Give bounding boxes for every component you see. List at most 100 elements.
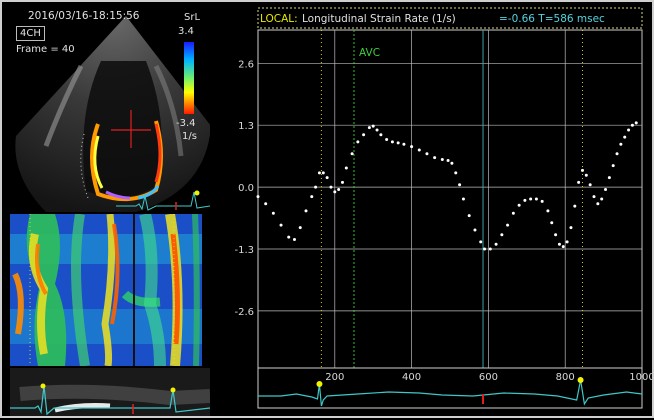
curve-point [417,148,421,152]
curve-point [333,190,337,194]
curve-point [340,180,344,184]
curve-point [600,197,604,201]
curve-point [362,133,366,137]
curve-point [314,185,318,189]
curved-mmode-map [10,212,202,367]
x-tick-label: 200 [325,372,344,383]
left-panel: 2016/03/16-18:15:56 4CH Frame = 40 SrL 3… [6,6,211,416]
y-tick-label: 1.3 [238,121,254,132]
strain-rate-curve [256,121,638,251]
curve-point [396,141,400,145]
echo-image [15,16,210,212]
curve-point [402,142,406,146]
curve-point [371,124,375,128]
curve-point [623,135,627,139]
curve-point [561,245,565,249]
curve-point [375,128,379,132]
bottom-ecg-trace [258,379,643,407]
curve-point [557,242,561,246]
tracking-contour [80,120,163,202]
curved-mmode-panel[interactable] [10,212,202,367]
curve-point [506,223,510,227]
x-axis-ticks: 200 400 600 800 1000 [325,372,652,383]
curve-point [325,176,329,180]
curve-point [310,195,314,199]
left-ecg-strip [10,368,211,416]
ecg-r-marker-2 [577,377,584,383]
curve-point [588,183,592,187]
local-label: LOCAL: [260,13,298,25]
curve-point [425,152,429,156]
curve-point [619,142,623,146]
curve-point [279,223,283,227]
curve-point [615,152,619,156]
curve-point [577,180,581,184]
curve-point [488,247,492,251]
curve-point [607,176,611,180]
roi-crosshair[interactable] [111,110,151,148]
curve-point [554,233,558,237]
curve-point [458,183,462,187]
header-box [257,7,643,29]
curve-point [473,228,477,232]
view-badge[interactable]: 4CH [16,26,45,41]
curve-point [287,235,291,239]
x-tick-label: 400 [402,372,421,383]
grid [258,30,643,368]
colorbar-bottom-value: -3.4 [176,118,196,129]
curve-point [627,128,631,132]
curve-point [550,221,554,225]
x-tick-label: 600 [479,372,498,383]
curve-point [454,171,458,175]
plot-frame [257,29,643,369]
curve-point [344,166,348,170]
curve-point [500,233,504,237]
curve-point [356,140,360,144]
curve-point [379,133,383,137]
curve-point [292,237,296,241]
curve-point [540,199,544,203]
curve-point [630,123,634,127]
curve-point [271,211,275,215]
echo-image-panel[interactable]: 2016/03/16-18:15:56 4CH Frame = 40 SrL 3… [6,6,210,212]
curve-point [592,195,596,199]
curve-point [256,195,260,199]
curve-point [584,173,588,177]
y-tick-label: -2.6 [234,307,254,318]
strain-rate-panel[interactable]: LOCAL: Longitudinal Strain Rate (1/s) =-… [210,6,652,416]
curve-point [634,121,638,125]
y-tick-label: 0.0 [238,183,254,194]
timestamp: 2016/03/16-18:15:56 [28,10,140,22]
curve-point [264,202,268,206]
x-tick-label: 800 [556,372,575,383]
curve-point [390,140,394,144]
curve-point [604,187,608,191]
curve-point [546,209,550,213]
curve-point [367,126,371,130]
curve-point [565,240,569,244]
curve-point [517,203,521,207]
avc-label: AVC [359,47,380,59]
ecg-r-marker-1 [316,381,323,387]
curve-point [596,202,600,206]
colorbar-unit: 1/s [182,131,197,142]
chart-title: Longitudinal Strain Rate (1/s) [302,13,456,25]
bottom-ecg-strip: 200 400 600 800 1000 [257,367,652,409]
frame-label: Frame = 40 [16,44,75,55]
colorbar-title: SrL [184,12,201,23]
curve-point [479,240,483,244]
curve-point [304,209,308,213]
curve-point [337,187,341,191]
curve-point [350,152,354,156]
colorbar [184,42,194,114]
y-axis-ticks: 2.6 1.3 0.0 -1.3 -2.6 [234,59,254,318]
curve-point [446,158,450,162]
cursor-readout: =-0.66 T=586 msec [499,13,605,25]
curve-point [440,157,444,161]
curve-point [298,226,302,230]
curve-point [483,247,487,251]
curve-point [385,137,389,141]
curve-point [529,197,533,201]
curve-point [573,204,577,208]
